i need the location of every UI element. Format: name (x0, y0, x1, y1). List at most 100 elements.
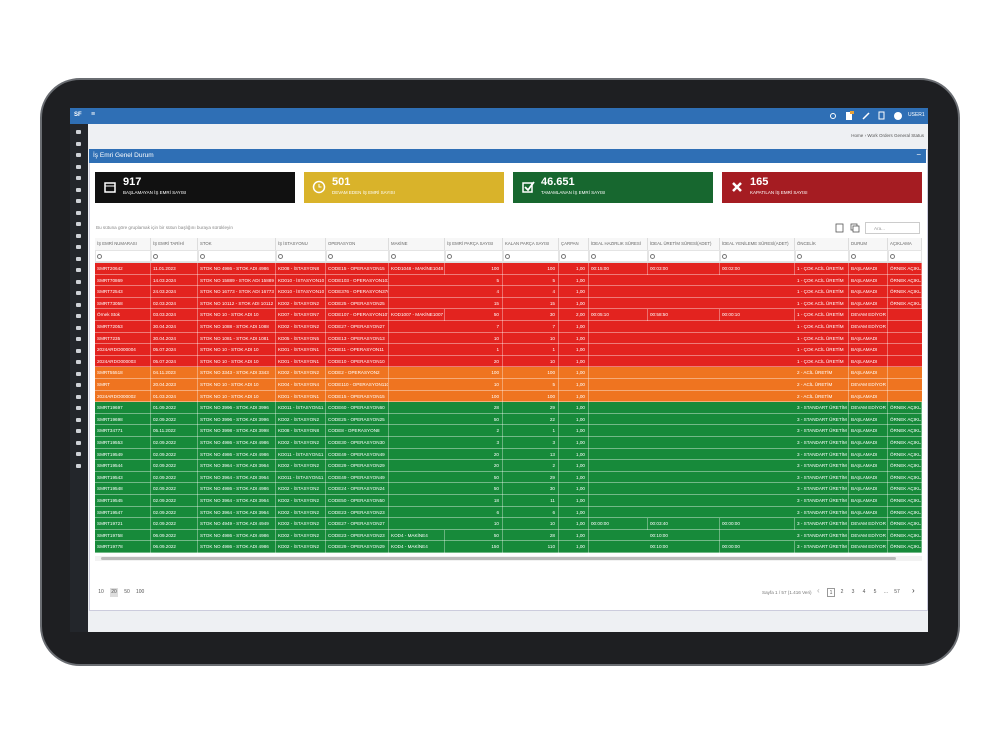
status-card[interactable]: 46.651 TAMAMLANAN İŞ EMRİ SAYISI (513, 172, 713, 203)
sidebar-icon[interactable] (76, 279, 81, 284)
table-row[interactable] (95, 321, 922, 333)
filter-cell[interactable] (151, 250, 198, 262)
table-row[interactable] (95, 506, 922, 519)
column-header[interactable]: İDEAL HAZIRLIK SÜRESİ (589, 238, 648, 250)
filter-cell[interactable] (389, 250, 445, 262)
sidebar-icon[interactable] (76, 141, 81, 146)
filter-cell[interactable] (795, 250, 849, 262)
filter-cell[interactable] (445, 250, 503, 262)
column-header[interactable]: OPERASYON (326, 238, 389, 250)
sidebar-icon[interactable] (76, 314, 81, 318)
table-row[interactable] (95, 402, 922, 414)
filter-cell[interactable] (198, 250, 276, 262)
table-row[interactable] (95, 495, 922, 507)
toolbar-icons[interactable] (830, 111, 905, 121)
table-row[interactable] (95, 425, 922, 437)
sidebar-icon[interactable] (76, 210, 81, 215)
page-number[interactable]: ... (883, 589, 889, 595)
menu-toggle[interactable]: ≡ (91, 111, 96, 118)
filter-cell[interactable] (589, 250, 648, 262)
sidebar-icon[interactable] (76, 371, 81, 376)
sidebar-icon[interactable] (76, 176, 81, 180)
column-header[interactable]: İŞ EMRİ TARİHİ (151, 238, 198, 250)
sidebar-icon[interactable] (76, 164, 81, 169)
filter-cell[interactable] (95, 250, 151, 262)
column-header[interactable]: İŞ EMRİ NUMARASI (95, 238, 151, 250)
column-header[interactable]: ÇARPAN (559, 238, 589, 250)
column-header[interactable]: İŞ İSTASYONU (276, 238, 326, 250)
filter-cell[interactable] (888, 250, 922, 262)
page-number[interactable]: 2 (840, 589, 844, 595)
sidebar-icon[interactable] (76, 268, 81, 272)
column-header[interactable]: İŞ EMRİ PARÇA SAYISI (445, 238, 503, 250)
column-header[interactable]: DURUM (849, 238, 888, 250)
sidebar-icon[interactable] (76, 256, 81, 261)
sidebar-icon[interactable] (76, 429, 81, 433)
sidebar-icon[interactable] (76, 222, 81, 226)
sidebar-icon[interactable] (76, 440, 81, 445)
table-row[interactable] (95, 471, 922, 484)
column-header[interactable]: İDEAL YENİLEME SÜRESİ(ADET) (720, 238, 795, 250)
page-size[interactable]: 20 (110, 588, 118, 597)
next-button[interactable]: › (912, 586, 915, 595)
table-row[interactable] (95, 529, 922, 542)
page-number[interactable]: 5 (873, 589, 877, 595)
status-card[interactable]: 501 DEVAM EDEN İŞ EMRİ SAYISI (304, 172, 504, 203)
table-row[interactable] (95, 448, 922, 461)
table-row[interactable] (95, 274, 922, 287)
table-row[interactable] (95, 541, 922, 553)
page-size[interactable]: 50 (124, 589, 130, 595)
sidebar-icon[interactable] (76, 452, 81, 456)
breadcrumb-item[interactable]: Home (851, 133, 864, 138)
page-size[interactable]: 100 (136, 589, 145, 595)
table-row[interactable] (95, 437, 922, 449)
sidebar-icon[interactable] (76, 302, 81, 307)
page-size[interactable]: 10 (98, 589, 104, 595)
status-card[interactable]: 165 KAPATILAN İŞ EMRİ SAYISI (722, 172, 922, 203)
horizontal-scrollbar[interactable] (95, 556, 922, 561)
filter-cell[interactable] (648, 250, 720, 262)
sidebar-icon[interactable] (76, 463, 81, 468)
sidebar-icon[interactable] (76, 337, 81, 341)
sidebar-icon[interactable] (76, 360, 81, 364)
filter-cell[interactable] (326, 250, 389, 262)
table-row[interactable] (95, 379, 922, 391)
sidebar-icon[interactable] (76, 187, 81, 192)
column-header[interactable]: İDEAL ÜRETİM SÜRESİ(ADET) (648, 238, 720, 250)
sidebar-icon[interactable] (76, 233, 81, 238)
sidebar-icon[interactable] (76, 153, 81, 157)
table-row[interactable] (95, 344, 922, 356)
table-row[interactable] (95, 413, 922, 426)
sidebar-icon[interactable] (76, 417, 81, 422)
collapse-button[interactable]: − (916, 150, 921, 159)
table-row[interactable] (95, 367, 922, 379)
page-number[interactable]: 4 (862, 589, 866, 595)
column-header[interactable]: ÖNCELİK (795, 238, 849, 250)
page-number[interactable]: 1 (827, 588, 835, 597)
sidebar-icon[interactable] (76, 291, 81, 295)
scroll-thumb[interactable] (101, 557, 896, 560)
sidebar-icon[interactable] (76, 130, 81, 134)
sidebar-icon[interactable] (76, 394, 81, 399)
page-number[interactable]: 3 (851, 589, 855, 595)
column-header[interactable]: STOK (198, 238, 276, 250)
table-row[interactable] (95, 355, 922, 368)
sidebar-icon[interactable] (76, 245, 81, 249)
sidebar-icon[interactable] (76, 383, 81, 387)
column-header[interactable]: AÇIKLAMA (888, 238, 922, 250)
page-number[interactable]: 57 (894, 589, 900, 595)
table-row[interactable] (95, 332, 922, 345)
sidebar-icon[interactable] (76, 325, 81, 330)
table-tools[interactable] (835, 222, 861, 234)
sidebar-icon[interactable] (76, 348, 81, 353)
sidebar-icon[interactable] (76, 199, 81, 203)
column-header[interactable]: KALAN PARÇA SAYISI (503, 238, 559, 250)
table-row[interactable] (95, 460, 922, 472)
filter-cell[interactable] (276, 250, 326, 262)
column-header[interactable]: MAKİNE (389, 238, 445, 250)
table-row[interactable] (95, 309, 922, 321)
table-row[interactable] (95, 297, 922, 310)
table-row[interactable] (95, 483, 922, 495)
filter-cell[interactable] (849, 250, 888, 262)
filter-cell[interactable] (720, 250, 795, 262)
